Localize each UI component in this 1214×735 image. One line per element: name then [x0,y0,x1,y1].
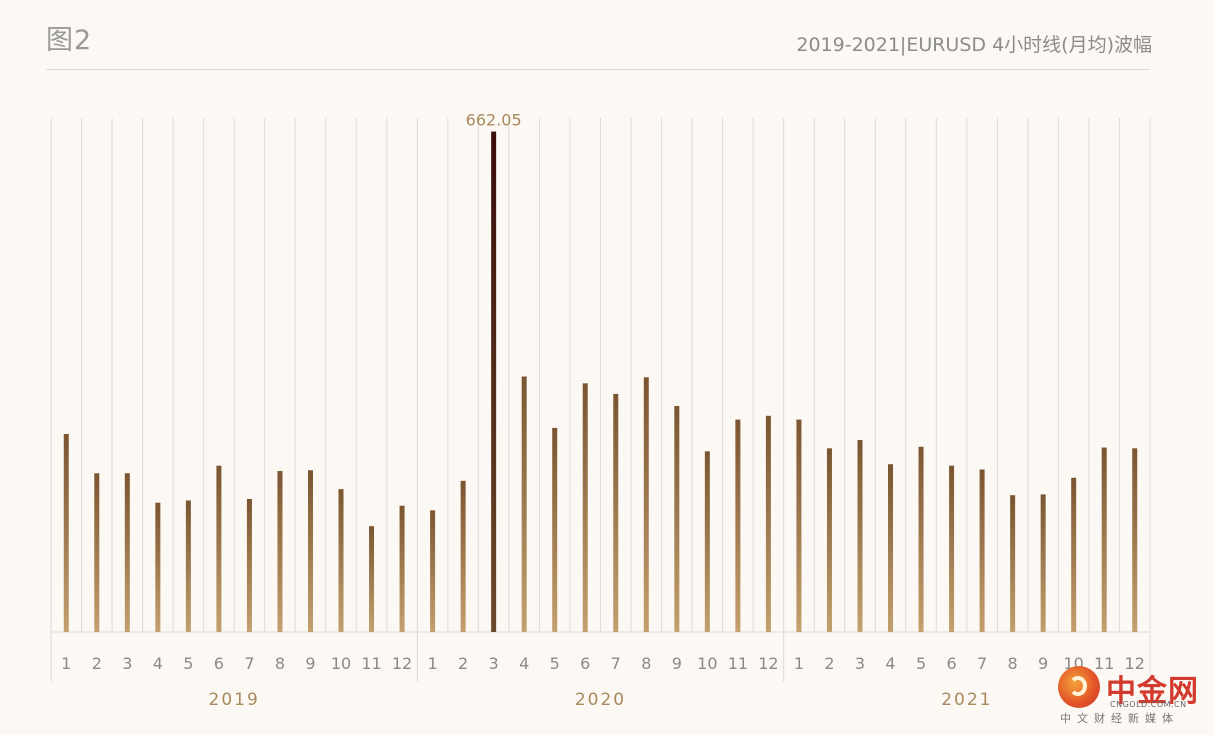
x-tick-label: 8 [275,654,285,673]
bar [857,440,863,632]
bar [1010,495,1016,632]
x-tick-label: 4 [153,654,163,673]
bar [94,473,100,632]
bar-highlight [491,131,497,632]
x-tick-label: 3 [855,654,865,673]
bar [155,502,161,632]
x-tick-label: 12 [1125,654,1145,673]
bar [704,451,710,632]
bar [765,415,771,632]
bar [338,489,344,632]
x-tick-label: 5 [550,654,560,673]
bar [460,480,466,632]
bar [399,505,405,632]
bar [552,427,558,632]
x-tick-label: 7 [244,654,254,673]
figure-label: 图2 [46,25,93,56]
bar [582,383,588,632]
bar [888,464,894,632]
bar [246,498,252,632]
bar [430,510,436,632]
x-tick-label: 7 [977,654,987,673]
x-tick-label: 6 [946,654,956,673]
x-tick-label: 2 [824,654,834,673]
year-group-label: 2019 [209,690,260,710]
x-tick-label: 4 [519,654,529,673]
bar [277,470,283,632]
bar [124,473,130,632]
x-tick-label: 5 [916,654,926,673]
x-tick-label: 8 [641,654,651,673]
bar [185,500,191,632]
x-tick-label: 4 [885,654,895,673]
logo-icon [1058,666,1100,708]
x-tick-label: 6 [580,654,590,673]
x-tick-label: 1 [428,654,438,673]
x-tick-label: 12 [758,654,778,673]
x-tick-label: 9 [1038,654,1048,673]
x-tick-label: 3 [122,654,132,673]
bar [796,419,802,632]
bar [613,393,619,632]
watermark-name: 中金网 [1106,674,1199,709]
x-tick-label: 9 [672,654,682,673]
bar [307,470,313,632]
watermark-domain: CNGOLD.COM.CN [1110,700,1187,709]
x-tick-label: 8 [1008,654,1018,673]
bar [674,405,680,632]
bar [1101,447,1107,632]
bar [369,526,375,632]
x-tick-label: 2 [92,654,102,673]
bar [1071,477,1077,632]
bar [826,448,832,632]
chart-title: 2019-2021|EURUSD 4小时线(月均)波幅 [796,34,1152,56]
bar [949,465,955,632]
header-divider [46,69,1150,70]
bar [1132,448,1138,632]
bar [643,377,649,632]
x-tick-label: 7 [611,654,621,673]
x-tick-label: 1 [794,654,804,673]
x-tick-label: 6 [214,654,224,673]
bar [216,465,222,632]
x-tick-label: 11 [728,654,748,673]
year-group-label: 2020 [575,690,626,710]
watermark-logo: 中金网 CNGOLD.COM.CN 中文财经新媒体 [1056,664,1206,728]
x-tick-label: 2 [458,654,468,673]
bar [521,376,527,632]
year-group-label: 2021 [941,690,992,710]
watermark-slogan: 中文财经新媒体 [1060,712,1179,725]
x-tick-label: 9 [305,654,315,673]
x-tick-label: 11 [1094,654,1114,673]
bar [735,419,741,632]
bar [979,469,985,632]
bar [1040,494,1046,632]
bar [63,433,69,632]
x-tick-label: 3 [489,654,499,673]
x-tick-label: 12 [392,654,412,673]
x-tick-label: 5 [183,654,193,673]
x-tick-label: 10 [697,654,717,673]
x-tick-label: 10 [331,654,351,673]
data-label: 662.05 [466,111,522,130]
x-tick-label: 11 [361,654,381,673]
x-tick-label: 1 [61,654,71,673]
bar [918,446,924,632]
